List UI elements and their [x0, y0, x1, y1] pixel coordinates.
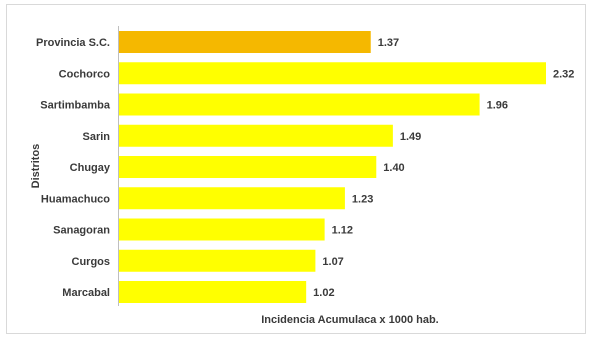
category-label-huamachuco: Huamachuco [41, 193, 110, 205]
value-label-sanagoran: 1.12 [332, 225, 353, 237]
bar-chugay [118, 156, 377, 178]
bar-huamachuco [118, 187, 345, 210]
bars-layer [118, 31, 546, 303]
value-label-cochorco: 2.32 [553, 68, 574, 80]
value-label-sartimbamba: 1.96 [487, 100, 508, 112]
value-label-provincia-s-c: 1.37 [378, 37, 399, 49]
bar-cochorco [118, 62, 546, 85]
bar-marcabal [118, 281, 307, 303]
bar-curgos [118, 249, 316, 272]
bar-sanagoran [118, 218, 325, 241]
category-label-sarin: Sarin [82, 131, 110, 143]
category-label-provincia-s-c: Provincia S.C. [36, 37, 110, 49]
y-axis-title: Distritos [30, 144, 42, 189]
value-labels: 1.37 2.32 1.96 1.49 1.40 1.23 1.12 1.07 1.02 [313, 37, 574, 299]
category-label-curgos: Curgos [72, 256, 111, 268]
bar-provincia-s-c [118, 31, 371, 53]
category-labels: Provincia S.C. Cochorco Sartimbamba Sarin Ch… [36, 37, 111, 299]
category-label-cochorco: Cochorco [59, 68, 111, 80]
value-label-sarin: 1.49 [400, 131, 421, 143]
category-label-marcabal: Marcabal [62, 287, 110, 299]
category-label-sartimbamba: Sartimbamba [40, 100, 111, 112]
bar-sarin [118, 124, 393, 147]
category-label-sanagoran: Sanagoran [53, 225, 110, 237]
value-label-marcabal: 1.02 [313, 287, 334, 299]
category-label-chugay: Chugay [70, 162, 111, 174]
value-label-curgos: 1.07 [322, 256, 343, 268]
bar-sartimbamba [118, 93, 480, 116]
x-axis-title: Incidencia Acumulaca x 1000 hab. [261, 314, 439, 326]
value-label-huamachuco: 1.23 [352, 193, 373, 205]
value-label-chugay: 1.40 [383, 162, 404, 174]
